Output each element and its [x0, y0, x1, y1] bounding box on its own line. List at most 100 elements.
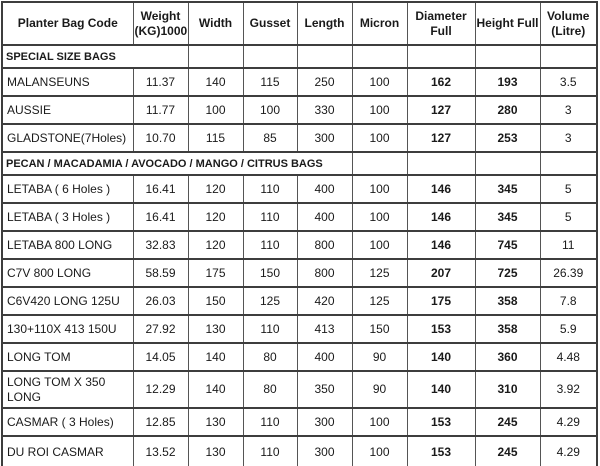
empty-cell	[351, 44, 408, 69]
empty-cell	[296, 44, 353, 69]
value-cell: 350	[296, 370, 353, 409]
value-cell: 11.77	[132, 95, 189, 125]
table-row: LETABA ( 3 Holes ) 16.41 120 110 400 100 146 34…	[1, 202, 598, 232]
empty-cell	[406, 44, 476, 69]
value-cell: 12.29	[132, 370, 189, 409]
value-cell: 14.05	[132, 342, 189, 372]
table-row: AUSSIE 11.77 100 100 330 100 127 280 3	[1, 95, 598, 125]
value-cell: 330	[296, 95, 353, 125]
column-header-1: Planter Bag Code	[1, 1, 134, 46]
value-cell: 100	[351, 230, 408, 260]
table-row: LETABA ( 6 Holes ) 16.41 120 110 400 100 146 34…	[1, 174, 598, 204]
value-cell: 100	[351, 95, 408, 125]
value-cell: 130	[187, 407, 244, 437]
value-cell: 85	[242, 123, 298, 153]
value-cell: 5	[539, 174, 598, 204]
value-cell: 300	[296, 435, 353, 466]
empty-cell	[406, 151, 476, 176]
bag-code-cell: LONG TOM X 350 LONG	[1, 370, 134, 409]
empty-cell	[187, 44, 244, 69]
table-row: MALANSEUNS 11.37 140 115 250 100 162 193 3.5	[1, 67, 598, 97]
value-cell: 345	[474, 202, 541, 232]
table-row: GLADSTONE(7Holes) 10.70 115 85 300 100 127 253 3	[1, 123, 598, 153]
value-cell: 120	[187, 230, 244, 260]
value-cell: 32.83	[132, 230, 189, 260]
value-cell: 127	[406, 123, 476, 153]
value-cell: 100	[351, 407, 408, 437]
value-cell: 245	[474, 407, 541, 437]
value-cell: 253	[474, 123, 541, 153]
value-cell: 10.70	[132, 123, 189, 153]
value-cell: 3	[539, 95, 598, 125]
empty-cell	[242, 44, 298, 69]
table-row: C7V 800 LONG 58.59 175 150 800 125 207 725 26.39	[1, 258, 598, 288]
value-cell: 130	[187, 435, 244, 466]
value-cell: 193	[474, 67, 541, 97]
bag-code-cell: LETABA ( 6 Holes )	[1, 174, 134, 204]
value-cell: 100	[351, 174, 408, 204]
value-cell: 358	[474, 286, 541, 316]
value-cell: 300	[296, 407, 353, 437]
value-cell: 26.39	[539, 258, 598, 288]
value-cell: 27.92	[132, 314, 189, 344]
value-cell: 90	[351, 342, 408, 372]
value-cell: 4.29	[539, 407, 598, 437]
value-cell: 100	[351, 435, 408, 466]
value-cell: 110	[242, 174, 298, 204]
value-cell: 800	[296, 230, 353, 260]
value-cell: 175	[406, 286, 476, 316]
value-cell: 3.5	[539, 67, 598, 97]
value-cell: 360	[474, 342, 541, 372]
value-cell: 26.03	[132, 286, 189, 316]
empty-cell	[474, 44, 541, 69]
value-cell: 120	[187, 174, 244, 204]
value-cell: 11	[539, 230, 598, 260]
value-cell: 150	[242, 258, 298, 288]
value-cell: 110	[242, 202, 298, 232]
value-cell: 745	[474, 230, 541, 260]
column-header-5: Length	[296, 1, 353, 46]
column-header-8: Height Full	[474, 1, 541, 46]
column-header-9: Volume (Litre)	[539, 1, 598, 46]
value-cell: 413	[296, 314, 353, 344]
bag-code-cell: LONG TOM	[1, 342, 134, 372]
value-cell: 115	[242, 67, 298, 97]
value-cell: 3	[539, 123, 598, 153]
empty-cell	[539, 44, 598, 69]
bag-code-cell: C7V 800 LONG	[1, 258, 134, 288]
section-label: SPECIAL SIZE BAGS	[1, 44, 189, 69]
value-cell: 4.29	[539, 435, 598, 466]
empty-cell	[351, 151, 408, 176]
value-cell: 150	[351, 314, 408, 344]
value-cell: 125	[351, 286, 408, 316]
bag-code-cell: DU ROI CASMAR	[1, 435, 134, 466]
value-cell: 280	[474, 95, 541, 125]
column-header-4: Gusset	[242, 1, 298, 46]
value-cell: 7.8	[539, 286, 598, 316]
bag-code-cell: AUSSIE	[1, 95, 134, 125]
value-cell: 115	[187, 123, 244, 153]
value-cell: 400	[296, 202, 353, 232]
value-cell: 100	[242, 95, 298, 125]
value-cell: 110	[242, 407, 298, 437]
bag-code-cell: LETABA ( 3 Holes )	[1, 202, 134, 232]
value-cell: 100	[187, 95, 244, 125]
value-cell: 207	[406, 258, 476, 288]
value-cell: 16.41	[132, 202, 189, 232]
value-cell: 140	[187, 67, 244, 97]
column-header-7: Diameter Full	[406, 1, 476, 46]
value-cell: 245	[474, 435, 541, 466]
value-cell: 725	[474, 258, 541, 288]
value-cell: 800	[296, 258, 353, 288]
section-label: PECAN / MACADAMIA / AVOCADO / MANGO / CI…	[1, 151, 353, 176]
section-row: SPECIAL SIZE BAGS	[1, 44, 598, 69]
bag-code-cell: C6V420 LONG 125U	[1, 286, 134, 316]
value-cell: 100	[351, 123, 408, 153]
table-row: LONG TOM X 350 LONG 12.29 140 80 350 90 140 310…	[1, 370, 598, 409]
value-cell: 5.9	[539, 314, 598, 344]
value-cell: 153	[406, 407, 476, 437]
value-cell: 175	[187, 258, 244, 288]
value-cell: 140	[187, 342, 244, 372]
table-row: LONG TOM 14.05 140 80 400 90 140 360 4.48	[1, 342, 598, 372]
value-cell: 146	[406, 202, 476, 232]
